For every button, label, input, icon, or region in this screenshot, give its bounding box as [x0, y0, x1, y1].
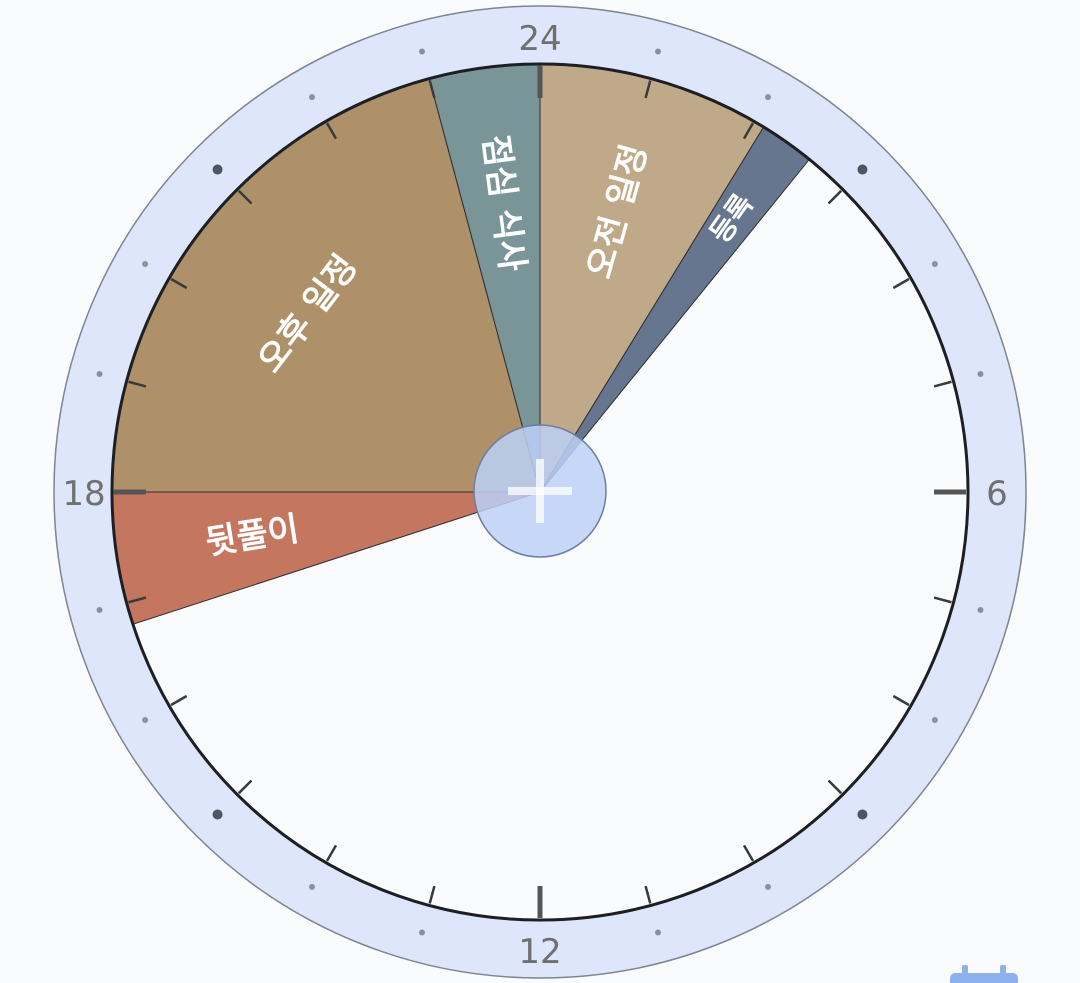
bezel-dot	[857, 164, 868, 175]
clock-face-outline	[110, 62, 970, 922]
bezel-dot	[977, 607, 984, 614]
hour-tick	[644, 885, 652, 904]
bezel-dot	[931, 261, 938, 267]
bezel-dot	[765, 883, 771, 890]
hour-label-right: 6	[986, 474, 1008, 514]
bezel-dot	[418, 48, 425, 55]
hour-tick	[428, 885, 436, 904]
hour-tick	[325, 844, 338, 862]
hour-tick	[237, 189, 253, 205]
hour-tick	[892, 694, 910, 707]
schedule-segments	[111, 63, 811, 625]
bezel-dot	[212, 164, 223, 175]
bezel-dot	[96, 607, 103, 614]
hour-tick	[128, 596, 147, 604]
hour-tick	[237, 779, 253, 795]
hour-tick	[892, 277, 910, 290]
bezel-dot	[309, 883, 315, 890]
bezel-dot	[96, 370, 103, 377]
hour-label-left: 18	[62, 474, 105, 514]
bezel-dot	[309, 94, 315, 101]
hour-ticks	[114, 66, 966, 918]
plus-icon	[508, 459, 572, 523]
hour-label-bottom: 12	[518, 932, 561, 972]
hour-tick	[933, 596, 952, 604]
bezel-dot	[418, 929, 425, 936]
hour-tick	[325, 122, 338, 140]
bezel-dot	[977, 370, 984, 377]
hour-tick	[428, 80, 436, 99]
hour-tick	[742, 122, 755, 140]
hour-tick	[827, 779, 843, 795]
bezel-dot	[765, 94, 771, 101]
bezel-dot	[142, 261, 149, 267]
bezel-dot	[655, 48, 662, 55]
hour-tick	[170, 694, 188, 707]
bezel-dot	[857, 809, 868, 820]
hour-tick	[170, 277, 188, 290]
bezel-dot	[655, 929, 662, 936]
calendar-icon[interactable]	[948, 963, 1020, 983]
hour-tick	[128, 380, 147, 388]
hour-tick	[933, 380, 952, 388]
add-schedule-button[interactable]	[473, 424, 607, 558]
bezel-dot	[931, 717, 938, 723]
bezel-dots	[96, 48, 984, 936]
hour-tick	[644, 80, 652, 99]
hour-label-top: 24	[518, 19, 561, 59]
hour-tick	[742, 844, 755, 862]
hour-tick	[827, 189, 843, 205]
bezel-dot	[142, 717, 149, 723]
bezel-dot	[212, 809, 223, 820]
